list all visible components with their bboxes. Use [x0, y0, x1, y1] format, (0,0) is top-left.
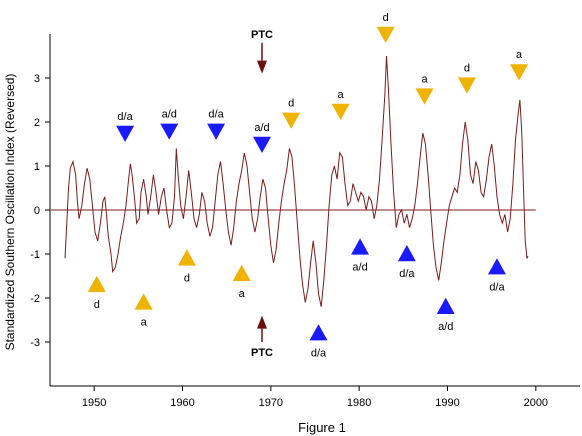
blue-down-triangle-marker [160, 123, 179, 140]
y-tick-label: 2 [34, 117, 40, 129]
y-axis-label: Standardized Southern Oscillation Index … [3, 74, 17, 351]
ptc-label: PTC [251, 347, 273, 359]
marker-label: a [239, 288, 246, 300]
marker-label: d [94, 299, 100, 311]
marker-label: d/a [489, 281, 505, 293]
yellow-up-triangle-marker [232, 264, 251, 281]
soi-series-line [64, 55, 529, 307]
blue-down-triangle-marker [253, 136, 271, 153]
marker-label: a/d [438, 321, 453, 333]
yellow-down-triangle-marker [510, 64, 529, 81]
ptc-arrow-head [257, 60, 267, 74]
marker-label: a [141, 317, 148, 329]
y-tick-label: -1 [30, 249, 40, 261]
yellow-down-triangle-marker [415, 88, 434, 105]
x-tick-label: 1980 [347, 397, 371, 409]
y-tick-label: -3 [30, 337, 40, 349]
x-tick-label: 1950 [82, 397, 106, 409]
yellow-down-triangle-marker [282, 112, 301, 129]
y-ticks: 3 2 1 0 -1 -2 -3 [30, 73, 50, 349]
y-tick-label: 0 [34, 205, 40, 217]
marker-label: a/d [352, 262, 367, 274]
marker-label: d [464, 62, 470, 74]
marker-label: a [421, 73, 428, 85]
figure-caption: Figure 1 [298, 420, 346, 435]
yellow-up-triangle-marker [134, 293, 153, 310]
marker-label: d [184, 273, 190, 285]
yellow-down-triangle-marker [331, 103, 350, 120]
x-ticks: 1950 1960 1970 1980 1990 2000 [82, 386, 548, 409]
marker-label: d/a [208, 109, 224, 121]
yellow-down-triangle-marker [376, 26, 395, 43]
marker-label: a [516, 49, 523, 61]
ptc-label: PTC [251, 29, 273, 41]
x-tick-label: 2000 [524, 397, 548, 409]
blue-down-triangle-marker [207, 123, 226, 140]
x-tick-label: 1960 [170, 397, 194, 409]
ptc-arrow-head [257, 315, 267, 329]
yellow-up-triangle-marker [87, 275, 106, 292]
yellow-up-triangle-marker [177, 249, 196, 266]
marker-label: d/a [311, 347, 327, 359]
yellow-down-triangle-marker [457, 77, 476, 94]
ptc-arrows: PTC PTC [251, 29, 273, 359]
blue-up-triangle-marker [487, 258, 506, 275]
x-tick-label: 1970 [259, 397, 283, 409]
blue-up-triangle-marker [309, 324, 328, 341]
y-tick-label: 3 [34, 73, 40, 85]
marker-label: a/d [254, 122, 269, 134]
marker-label: d [288, 98, 294, 110]
blue-up-triangle-marker [397, 245, 416, 262]
y-tick-label: -2 [30, 293, 40, 305]
y-tick-label: 1 [34, 161, 40, 173]
marker-label: d/a [399, 268, 415, 280]
x-tick-label: 1990 [435, 397, 459, 409]
blue-up-triangle-marker [436, 297, 455, 314]
event-markers: d a d a d/a a/d d/a a/d d a d a d a d/a a/d d/a a/d d/a [87, 12, 529, 359]
marker-label: a [338, 89, 345, 101]
blue-down-triangle-marker [116, 125, 135, 142]
marker-label: d [383, 12, 389, 24]
blue-up-triangle-marker [351, 238, 370, 255]
marker-label: d/a [117, 111, 133, 123]
marker-label: a/d [162, 109, 177, 121]
